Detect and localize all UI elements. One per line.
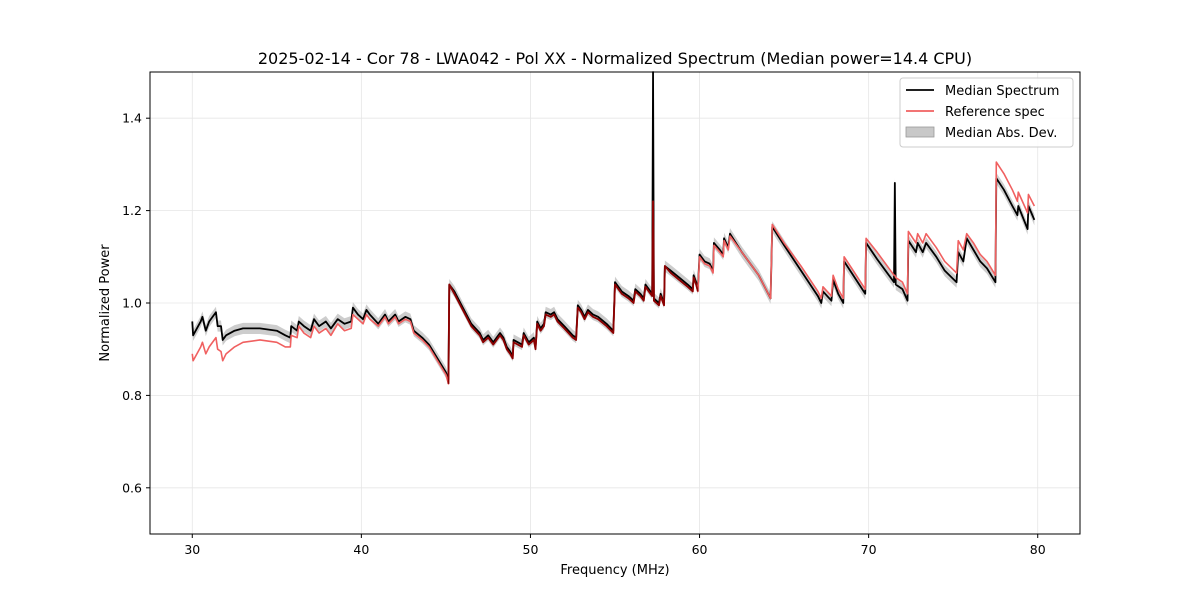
- x-axis-label: Frequency (MHz): [560, 563, 669, 578]
- y-axis-ticks: 0.6 0.8 1.0 1.2 1.4: [122, 111, 150, 495]
- chart-title: 2025-02-14 - Cor 78 - LWA042 - Pol XX - …: [258, 49, 972, 68]
- x-tick-label: 70: [861, 542, 877, 557]
- y-tick-label: 1.2: [122, 203, 142, 218]
- y-axis-label: Normalized Power: [98, 244, 113, 362]
- legend-label-mad: Median Abs. Dev.: [945, 126, 1057, 141]
- x-axis-ticks: 30 40 50 60 70 80: [184, 534, 1046, 557]
- x-tick-label: 30: [184, 542, 200, 557]
- x-tick-label: 60: [692, 542, 708, 557]
- legend-label-median: Median Spectrum: [945, 84, 1059, 99]
- legend-label-reference: Reference spec: [945, 105, 1045, 120]
- overlap-spectrum-line: [447, 200, 699, 384]
- legend-box: [899, 77, 1074, 148]
- legend-swatch-mad: [905, 126, 935, 138]
- y-tick-label: 0.8: [122, 388, 142, 403]
- series-lines-group: [191, 71, 1036, 385]
- y-tick-label: 1.0: [122, 296, 142, 311]
- legend: Median Spectrum Reference spec Median Ab…: [899, 77, 1074, 148]
- x-tick-label: 50: [523, 542, 539, 557]
- x-tick-label: 40: [353, 542, 369, 557]
- x-tick-label: 80: [1030, 542, 1046, 557]
- median-spectrum-line: [191, 71, 1036, 381]
- y-tick-label: 1.4: [122, 111, 142, 126]
- y-tick-label: 0.6: [122, 480, 142, 495]
